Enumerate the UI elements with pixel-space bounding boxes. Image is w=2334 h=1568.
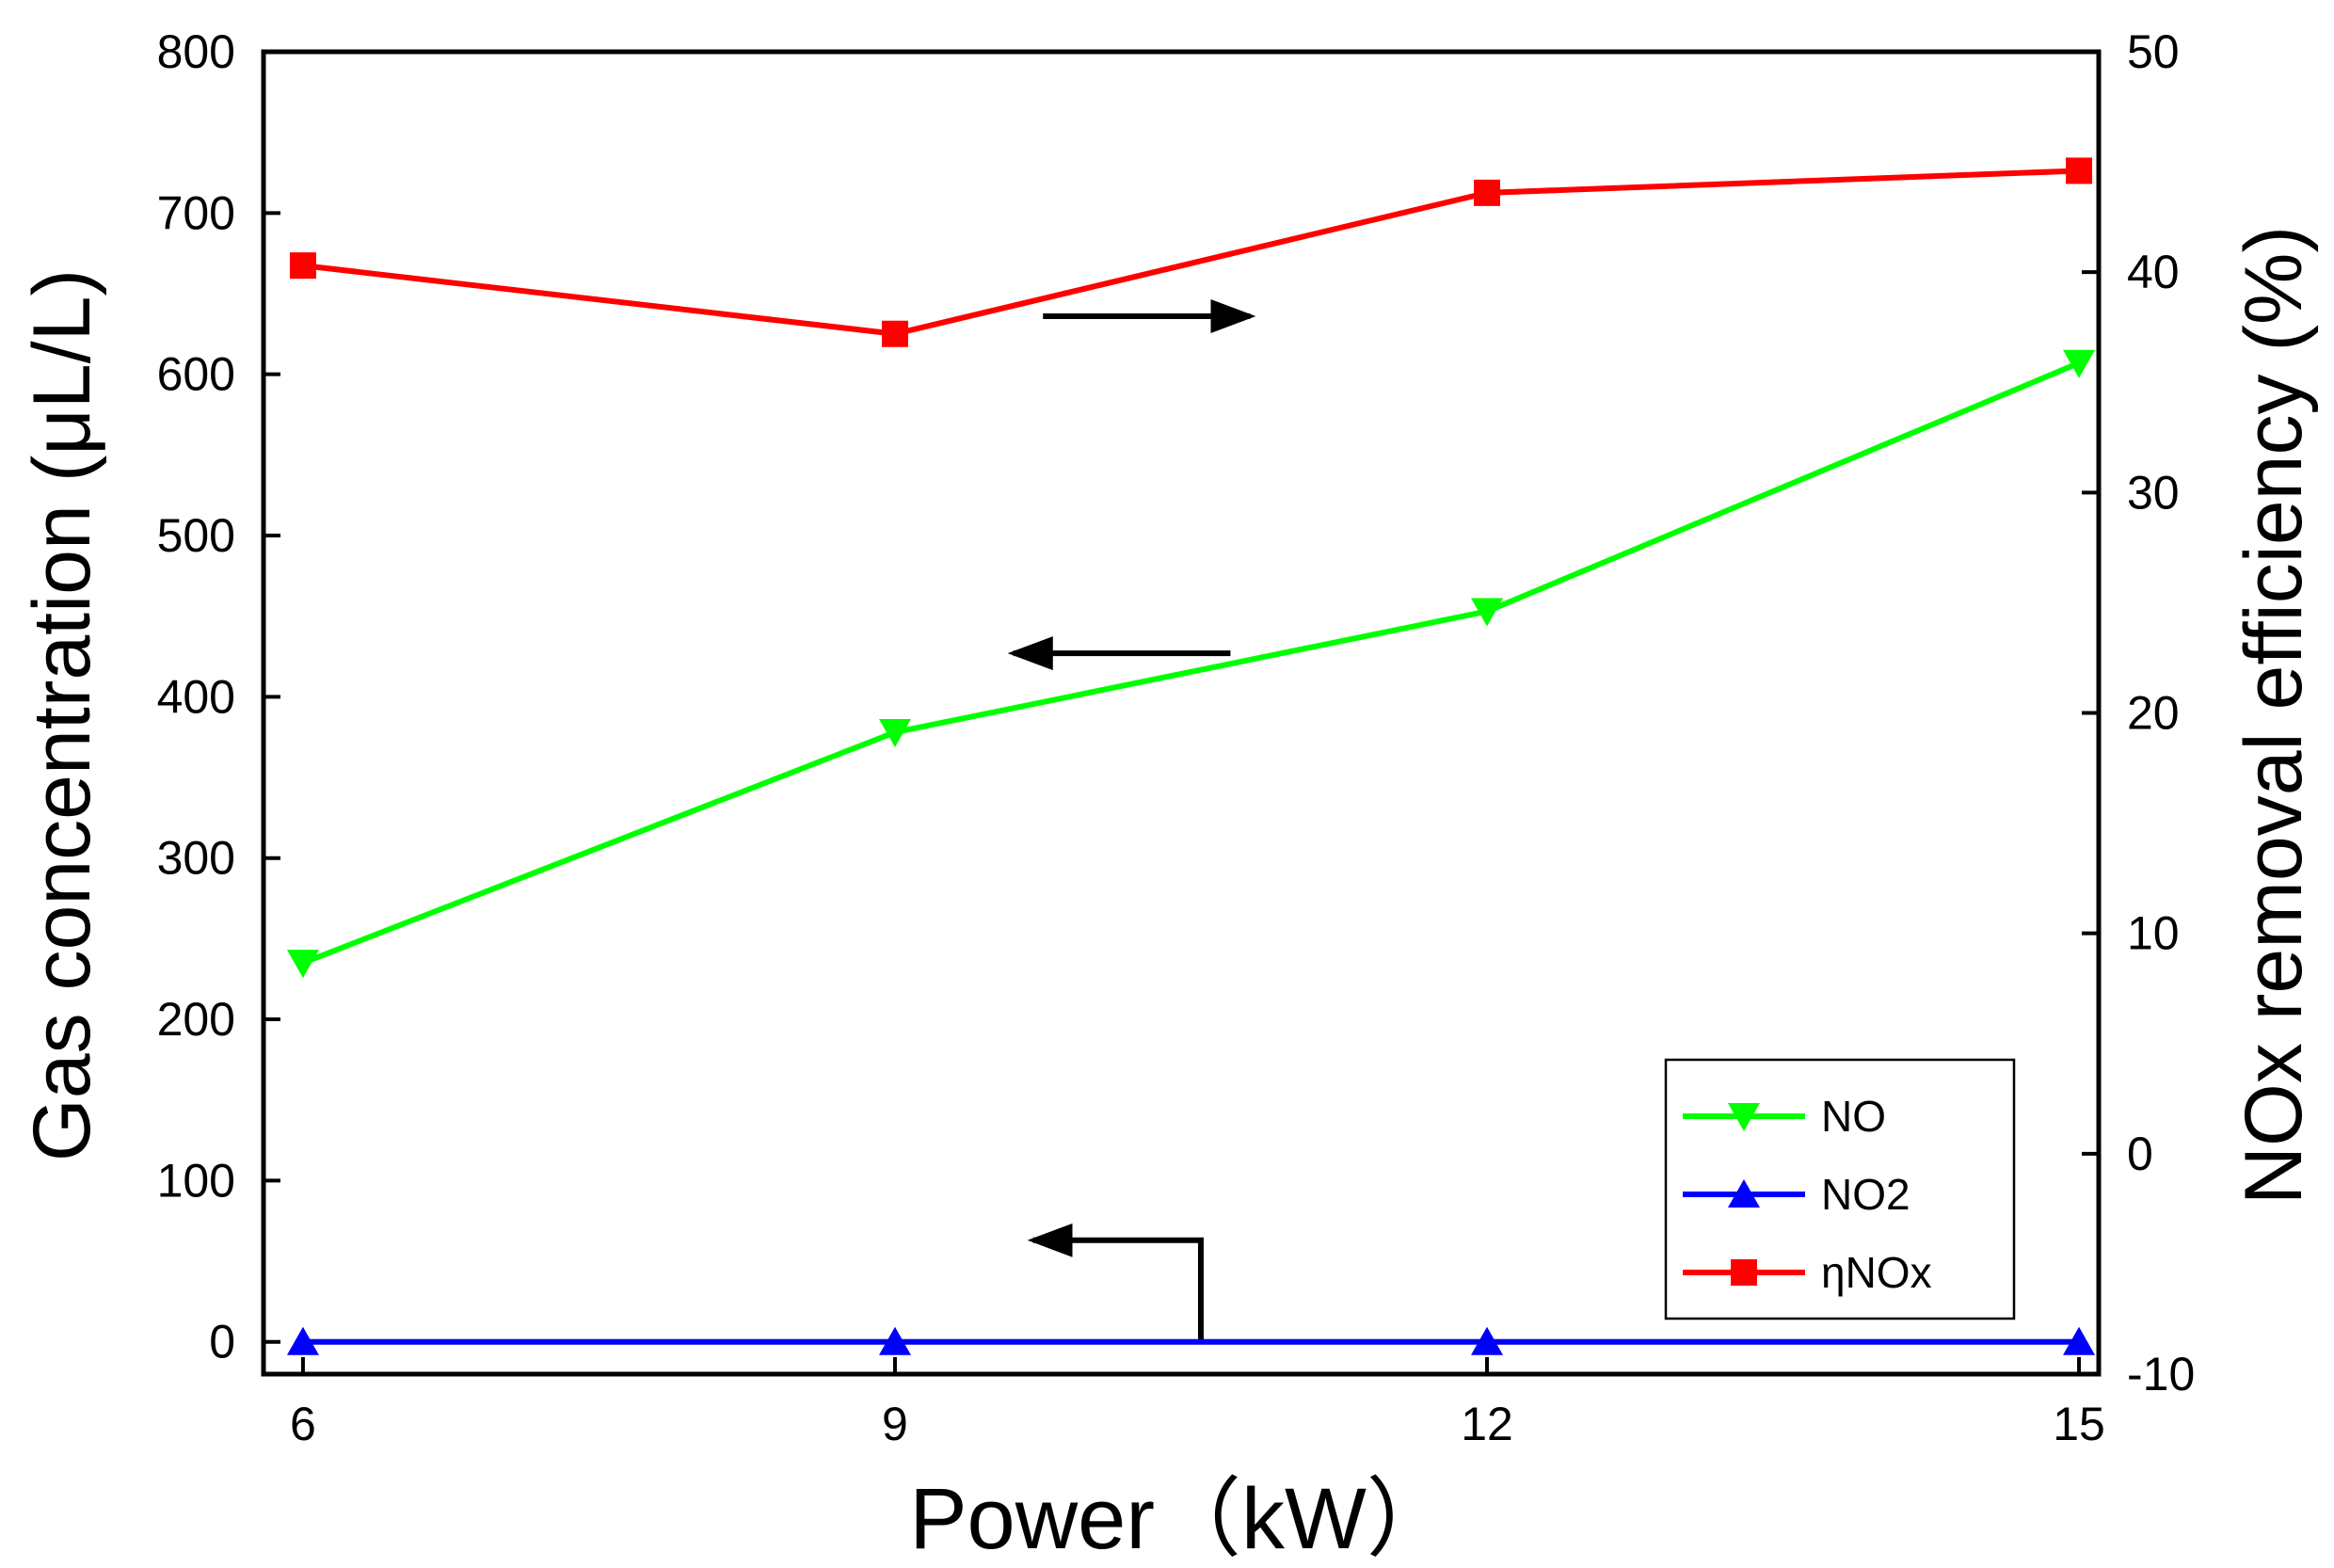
legend-label: ηNOx xyxy=(1821,1248,1932,1297)
y-left-tick-label: 500 xyxy=(157,509,235,562)
y-left-tick-label: 700 xyxy=(157,186,235,239)
series-ηNOx xyxy=(289,157,2093,347)
data-point xyxy=(2066,157,2093,184)
legend-box xyxy=(1664,1058,2016,1320)
y-right-tick-label: -10 xyxy=(2127,1348,2195,1400)
legend-item: ηNOx xyxy=(1683,1248,1932,1297)
y-axis-left-title: Gas concentration (μL/L) xyxy=(17,269,107,1161)
y-right-tick-label: 50 xyxy=(2127,25,2180,78)
y-right-tick-label: 40 xyxy=(2127,246,2180,298)
legend-item: NO2 xyxy=(1683,1170,1910,1219)
y-left-tick-label: 0 xyxy=(209,1316,235,1368)
y-right-tick-label: 20 xyxy=(2127,687,2180,740)
data-point xyxy=(286,950,319,979)
data-point xyxy=(878,1326,911,1355)
x-tick-label: 12 xyxy=(1461,1398,1513,1450)
x-axis-title: Power（kW） xyxy=(909,1471,1453,1567)
x-tick-label: 6 xyxy=(290,1398,316,1450)
y-left-tick-label: 300 xyxy=(157,832,235,885)
x-tick-label: 15 xyxy=(2053,1398,2105,1450)
x-tick-label: 9 xyxy=(882,1398,908,1450)
legend-label: NO2 xyxy=(1821,1170,1910,1219)
y-right-tick-label: 30 xyxy=(2127,466,2180,519)
series-line xyxy=(302,168,2080,337)
data-point xyxy=(1471,1326,1503,1355)
y-axis-right-title: NOx removal efficiency (%) xyxy=(2229,226,2319,1205)
series-NO2 xyxy=(286,1326,2096,1355)
data-point xyxy=(289,252,316,280)
legend-item: NO xyxy=(1683,1092,1886,1141)
y-left-tick-label: 800 xyxy=(157,25,235,78)
data-point xyxy=(2063,349,2096,378)
series-line xyxy=(301,360,2081,966)
data-point xyxy=(878,719,911,748)
legend-label: NO xyxy=(1821,1092,1886,1141)
legend-marker xyxy=(1728,1179,1760,1208)
data-point xyxy=(1474,179,1500,206)
y-right-tick-label: 0 xyxy=(2127,1128,2153,1180)
data-point xyxy=(881,320,908,347)
y-right-tick-label: 10 xyxy=(2127,907,2180,960)
y-left-tick-label: 100 xyxy=(157,1154,235,1207)
y-left-tick-label: 400 xyxy=(157,670,235,723)
y-left-tick-label: 200 xyxy=(157,993,235,1046)
series-NO xyxy=(286,349,2096,979)
arrow-no2-to-left-axis xyxy=(1027,1223,1204,1342)
data-point xyxy=(1471,598,1503,627)
legend-marker xyxy=(1728,1103,1760,1131)
legend: NO NO2 ηNOx xyxy=(1664,1058,2016,1320)
data-point xyxy=(2063,1326,2096,1355)
data-point xyxy=(286,1326,319,1355)
legend-marker xyxy=(1731,1259,1757,1286)
y-left-tick-label: 600 xyxy=(157,348,235,401)
